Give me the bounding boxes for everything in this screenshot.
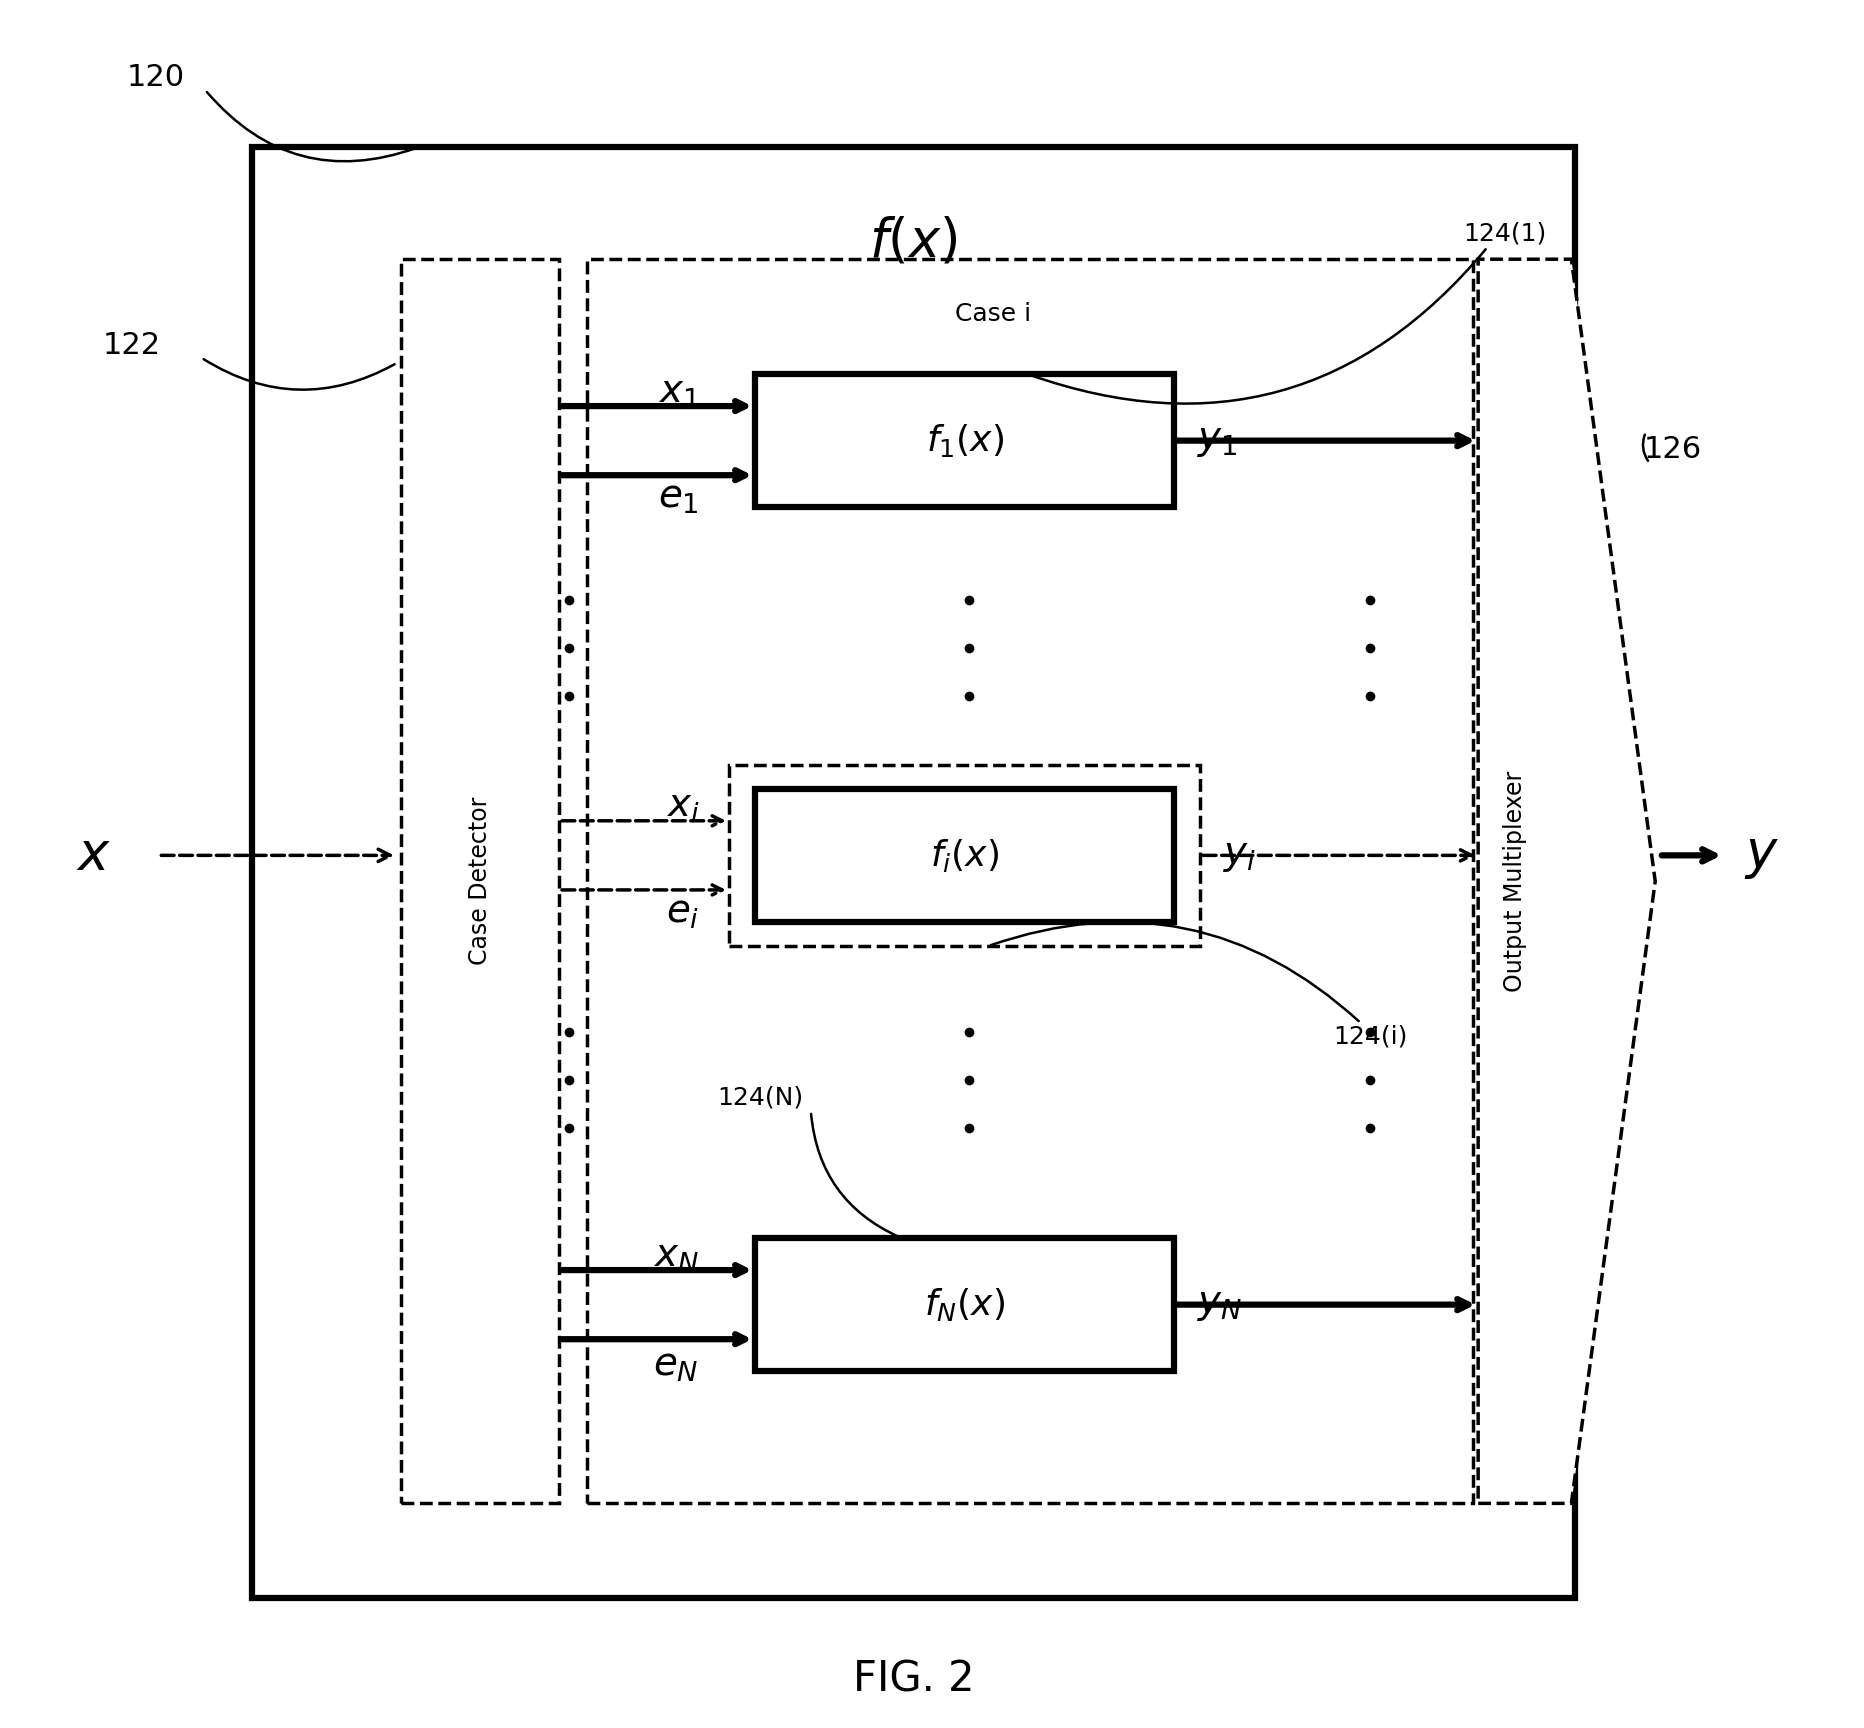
Bar xyxy=(755,788,1174,923)
Text: $x_N$: $x_N$ xyxy=(654,1237,699,1275)
Text: $f(x)$: $f(x)$ xyxy=(869,216,958,268)
Bar xyxy=(587,259,1473,1503)
Text: 122: 122 xyxy=(103,332,160,359)
Text: $e_i$: $e_i$ xyxy=(665,893,699,931)
Text: $f_N(x)$: $f_N(x)$ xyxy=(925,1286,1005,1324)
Bar xyxy=(729,764,1200,947)
Text: $e_N$: $e_N$ xyxy=(654,1346,699,1384)
Text: $y_1$: $y_1$ xyxy=(1197,422,1238,460)
Text: $f_1(x)$: $f_1(x)$ xyxy=(926,422,1003,460)
Text: $y_i$: $y_i$ xyxy=(1223,836,1256,874)
Text: 124(i): 124(i) xyxy=(1333,1025,1407,1049)
Polygon shape xyxy=(1478,259,1655,1503)
Text: $x_1$: $x_1$ xyxy=(658,373,699,411)
Text: $x$: $x$ xyxy=(76,829,110,881)
Text: $f_i(x)$: $f_i(x)$ xyxy=(930,836,999,874)
Bar xyxy=(401,259,559,1503)
Text: 126: 126 xyxy=(1644,435,1702,463)
Text: 120: 120 xyxy=(127,64,185,92)
Text: 124(1): 124(1) xyxy=(1463,221,1547,245)
Bar xyxy=(755,1237,1174,1372)
Bar xyxy=(252,147,1575,1598)
Text: $e_1$: $e_1$ xyxy=(658,479,699,517)
Text: FIG. 2: FIG. 2 xyxy=(852,1659,975,1700)
Text: $y$: $y$ xyxy=(1745,829,1778,881)
Text: Output Multiplexer: Output Multiplexer xyxy=(1504,771,1527,992)
Text: Case Detector: Case Detector xyxy=(468,797,492,966)
Text: Case i: Case i xyxy=(954,302,1031,327)
Bar xyxy=(755,375,1174,508)
Text: $y_N$: $y_N$ xyxy=(1197,1286,1241,1324)
Text: 124(N): 124(N) xyxy=(718,1085,803,1109)
Text: $x_i$: $x_i$ xyxy=(665,788,699,826)
